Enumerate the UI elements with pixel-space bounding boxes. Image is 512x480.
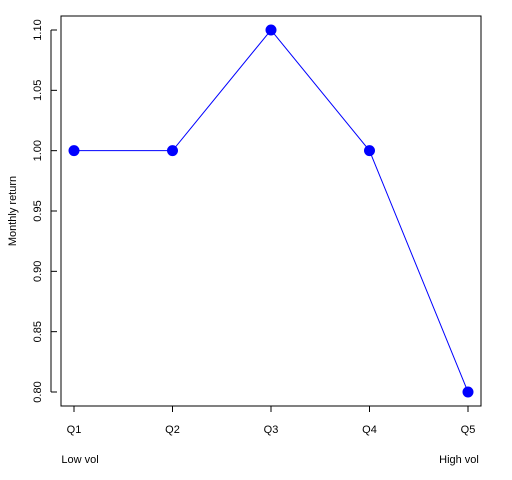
data-point xyxy=(68,145,80,157)
y-tick-label: 0.80 xyxy=(32,381,44,402)
y-tick-label: 0.90 xyxy=(32,261,44,282)
y-tick-label: 1.05 xyxy=(32,80,44,101)
x-tick-label: Q4 xyxy=(362,424,377,436)
y-axis-title: Monthly return xyxy=(7,176,19,246)
x-tick-label: Q1 xyxy=(67,424,82,436)
low-vol-note: Low vol xyxy=(61,454,98,466)
data-point xyxy=(462,386,474,398)
y-axis: 0.80 0.85 0.90 0.95 1.00 1.05 1.10 xyxy=(32,19,57,403)
data-point xyxy=(167,145,178,157)
x-tick-label: Q5 xyxy=(461,424,476,436)
data-point xyxy=(265,24,277,36)
x-tick-label: Q3 xyxy=(264,424,279,436)
series-layer xyxy=(68,24,474,398)
y-tick-label: 1.00 xyxy=(32,140,44,161)
y-tick-label: 0.85 xyxy=(32,321,44,342)
x-tick-label: Q2 xyxy=(165,424,180,436)
series-line-1 xyxy=(74,29,469,393)
y-tick-label: 1.10 xyxy=(32,19,44,40)
plot-frame xyxy=(60,15,482,407)
high-vol-note: High vol xyxy=(439,454,479,466)
x-axis: Q1 Q2 Q3 Q4 Q5 xyxy=(67,405,476,436)
y-tick-label: 0.95 xyxy=(32,200,44,221)
data-point xyxy=(364,145,375,157)
